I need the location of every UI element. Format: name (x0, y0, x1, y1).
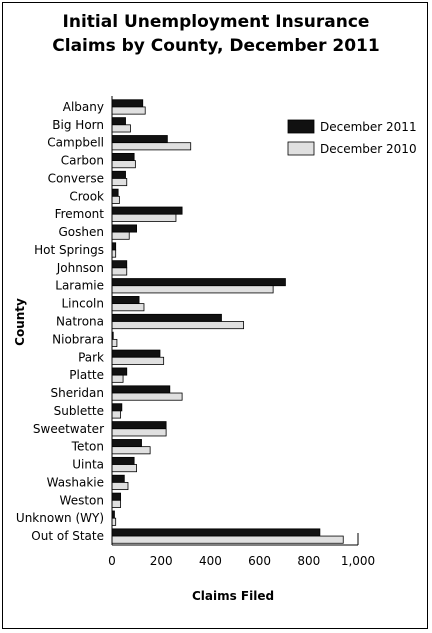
x-tick-label: 800 (297, 554, 320, 568)
category-label: Out of State (31, 529, 104, 543)
bar-dec2011 (111, 492, 122, 501)
bar-dec2010 (111, 338, 118, 347)
bar-dec2010 (111, 410, 122, 419)
category-label: Teton (71, 440, 104, 454)
axes-group (111, 96, 359, 546)
y-axis-label: County (13, 298, 27, 346)
bars-group (111, 99, 344, 544)
bar-dec2011 (111, 242, 117, 251)
chart-frame (2, 2, 428, 629)
bar-dec2010 (111, 285, 274, 294)
bar-dec2011 (111, 170, 126, 179)
bar-dec2010 (111, 249, 117, 258)
category-label: Natrona (56, 315, 104, 329)
bar-dec2010 (111, 392, 183, 401)
category-label: Unknown (WY) (16, 511, 104, 525)
category-label: Johnson (56, 261, 104, 275)
category-label: Albany (63, 100, 104, 114)
legend-swatch (287, 141, 315, 156)
x-axis-label: Claims Filed (192, 589, 274, 603)
bar-dec2010 (111, 428, 167, 437)
bar-dec2010 (111, 303, 145, 312)
category-label: Laramie (55, 279, 104, 293)
bar-dec2011 (111, 456, 135, 465)
bar-dec2010 (111, 142, 192, 151)
bar-dec2010 (111, 106, 146, 115)
bar-dec2010 (111, 535, 344, 544)
category-label: Weston (60, 493, 104, 507)
bar-dec2011 (111, 135, 168, 144)
bar-dec2011 (111, 117, 126, 126)
x-tick-label: 600 (248, 554, 271, 568)
category-label: Campbell (47, 136, 104, 150)
x-tick-label: 200 (150, 554, 173, 568)
bar-dec2010 (111, 231, 130, 240)
chart-title-line1: Initial Unemployment Insurance (62, 12, 370, 32)
bar-dec2010 (111, 267, 128, 276)
category-labels: Albany Big Horn Campbell Carbon Converse Croo… (16, 100, 104, 543)
x-tick-labels: 0 200 400 600 800 1,000 (108, 554, 375, 568)
bar-dec2011 (111, 367, 128, 376)
bar-dec2010 (111, 178, 128, 187)
x-tick-label: 1,000 (341, 554, 375, 568)
bar-dec2011 (111, 224, 138, 233)
bar-dec2011 (111, 188, 119, 197)
category-label: Park (78, 350, 104, 364)
bar-dec2011 (111, 385, 171, 394)
bar-dec2010 (111, 356, 165, 365)
bar-dec2010 (111, 213, 177, 222)
chart-title: Initial Unemployment Insurance Claims by… (0, 10, 432, 58)
bar-dec2011 (111, 278, 286, 287)
category-label: Lincoln (61, 297, 104, 311)
bar-dec2011 (111, 260, 128, 269)
bar-dec2010 (111, 124, 131, 133)
bar-dec2011 (111, 528, 321, 537)
category-label: Sublette (54, 404, 104, 418)
category-label: Goshen (59, 225, 105, 239)
category-label: Sweetwater (33, 422, 104, 436)
legend-label: December 2011 (320, 120, 417, 134)
bar-dec2010 (111, 195, 120, 204)
category-label: Big Horn (52, 118, 104, 132)
category-label: Fremont (55, 207, 105, 221)
category-label: Carbon (61, 154, 104, 168)
bar-dec2011 (111, 421, 167, 430)
bar-dec2011 (111, 206, 183, 215)
bar-dec2010 (111, 464, 138, 473)
category-label: Hot Springs (34, 243, 104, 257)
bar-dec2010 (111, 321, 245, 330)
bar-dec2011 (111, 152, 135, 161)
bar-dec2011 (111, 349, 161, 358)
bar-dec2010 (111, 499, 122, 508)
bar-dec2010 (111, 446, 151, 455)
bar-dec2011 (111, 99, 144, 108)
category-label: Niobrara (52, 332, 104, 346)
bar-dec2011 (111, 296, 140, 305)
bar-dec2010 (111, 160, 136, 169)
bar-dec2010 (111, 517, 117, 526)
category-label: Converse (48, 171, 104, 185)
legend: December 2011 December 2010 (287, 119, 417, 156)
bar-dec2010 (111, 374, 124, 383)
chart-title-line2: Claims by County, December 2011 (52, 36, 380, 56)
bar-dec2010 (111, 482, 129, 491)
bar-dec2011 (111, 313, 222, 322)
bar-dec2011 (111, 439, 142, 448)
x-tick-label: 400 (199, 554, 222, 568)
category-label: Platte (69, 368, 104, 382)
category-label: Uinta (72, 458, 104, 472)
bar-dec2011 (111, 403, 123, 412)
category-label: Crook (69, 189, 104, 203)
category-label: Washakie (47, 475, 104, 489)
bar-dec2011 (111, 474, 125, 483)
x-tick-label: 0 (108, 554, 116, 568)
legend-label: December 2010 (320, 142, 417, 156)
category-label: Sheridan (51, 386, 104, 400)
legend-swatch (287, 119, 315, 134)
